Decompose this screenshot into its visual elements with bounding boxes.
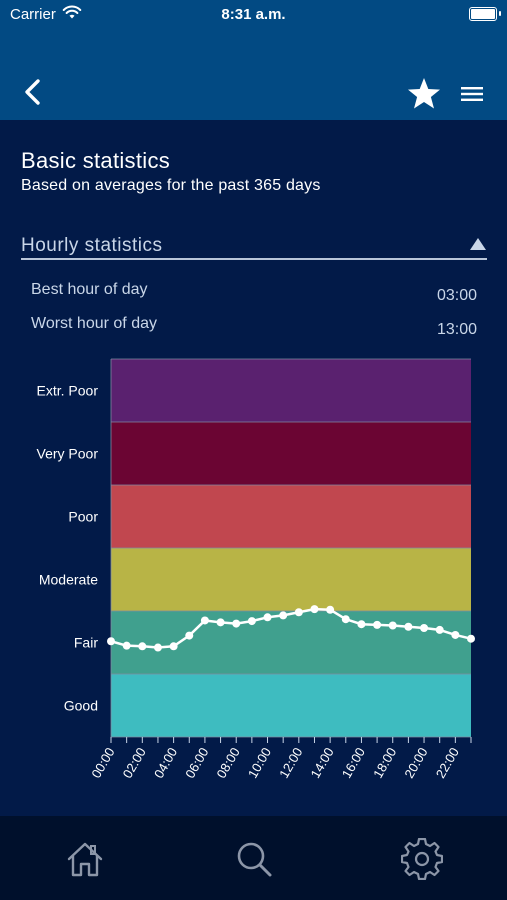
x-tick-label: 16:00 (339, 745, 368, 781)
data-point (467, 634, 475, 643)
data-point (122, 641, 131, 650)
y-tick-label: Very Poor (37, 446, 99, 462)
worst-hour-label: Worst hour of day (31, 315, 157, 332)
data-point (420, 624, 429, 633)
x-tick-label: 02:00 (120, 745, 149, 781)
carrier-label: Carrier (10, 6, 56, 23)
clock: 8:31 a.m. (221, 6, 286, 23)
band-good (111, 674, 471, 737)
star-icon[interactable] (406, 76, 442, 112)
x-tick-label: 10:00 (245, 745, 274, 781)
home-icon[interactable] (64, 838, 106, 880)
page-title: Basic statistics (21, 148, 171, 173)
page-subtitle: Based on averages for the past 365 days (21, 177, 321, 194)
chevron-left-icon[interactable] (18, 76, 48, 108)
data-point (138, 642, 147, 651)
hamburger-menu-icon[interactable] (458, 80, 486, 108)
section-title[interactable]: Hourly statistics (21, 235, 163, 256)
worst-hour-value: 13:00 (436, 321, 477, 338)
data-point (153, 643, 162, 652)
status-bar: Carrier 8:31 a.m. (0, 0, 507, 28)
band-extr-poor (111, 359, 471, 422)
data-point (373, 620, 382, 629)
band-very-poor (111, 422, 471, 485)
data-point (216, 618, 225, 627)
data-point (169, 642, 178, 651)
data-point (388, 621, 397, 630)
data-point (326, 605, 335, 614)
data-point (310, 605, 319, 614)
x-tick-label: 00:00 (88, 745, 117, 781)
best-hour-label: Best hour of day (31, 281, 148, 298)
section-divider (21, 258, 487, 260)
data-point (294, 608, 303, 617)
x-tick-label: 04:00 (151, 745, 180, 781)
y-tick-label: Moderate (39, 572, 98, 588)
triangle-up-icon[interactable] (468, 236, 488, 252)
data-point (404, 622, 413, 631)
data-point (185, 631, 194, 640)
battery-icon (469, 7, 497, 21)
data-point (232, 619, 241, 628)
wifi-icon (62, 5, 82, 19)
y-tick-label: Fair (74, 635, 98, 651)
y-tick-label: Extr. Poor (37, 383, 99, 399)
data-point (279, 611, 288, 620)
gear-icon[interactable] (401, 838, 443, 880)
data-point (451, 630, 460, 639)
best-hour-value: 03:00 (436, 287, 477, 304)
x-tick-label: 14:00 (307, 745, 336, 781)
x-tick-label: 12:00 (276, 745, 305, 781)
tab-bar (0, 816, 507, 900)
band-moderate (111, 548, 471, 611)
x-tick-label: 18:00 (370, 745, 399, 781)
x-tick-label: 06:00 (182, 745, 211, 781)
x-tick-label: 22:00 (433, 745, 462, 781)
x-tick-label: 20:00 (401, 745, 430, 781)
data-point (247, 617, 256, 626)
data-point (341, 615, 350, 624)
y-tick-label: Poor (68, 509, 98, 525)
hourly-quality-chart: Extr. Poor Very Poor Poor Moderate Fair Good 0… (37, 358, 475, 781)
y-tick-label: Good (64, 698, 98, 714)
data-point (263, 613, 272, 622)
x-tick-label: 08:00 (214, 745, 243, 781)
data-point (200, 616, 209, 625)
data-point (357, 620, 366, 629)
data-point (107, 637, 115, 646)
data-point (435, 625, 444, 634)
band-fair (111, 611, 471, 674)
battery-tip (499, 11, 501, 16)
search-icon[interactable] (233, 838, 275, 880)
band-poor (111, 485, 471, 548)
